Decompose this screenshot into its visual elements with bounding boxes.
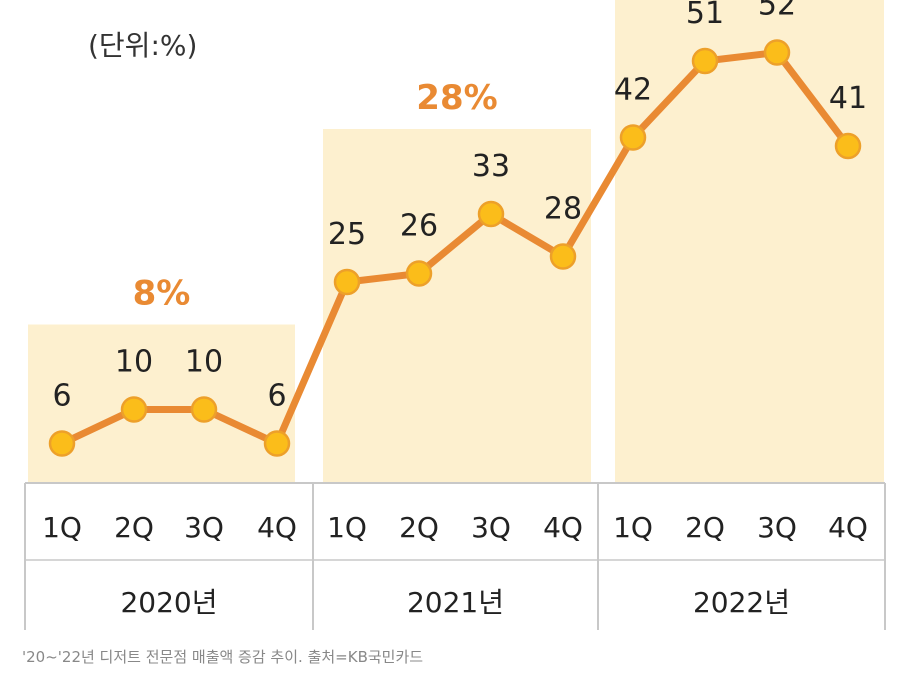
- group-panel-3: [615, 0, 884, 483]
- quarter-label: 1Q: [42, 511, 82, 544]
- data-label: 41: [829, 81, 867, 116]
- unit-label: (단위:%): [88, 29, 198, 62]
- caption: '20~'22년 디저트 전문점 매출액 증감 추이. 출처=KB국민카드: [22, 648, 424, 666]
- data-point: [477, 200, 505, 228]
- data-point: [405, 260, 433, 287]
- year-label: 2022년: [693, 586, 790, 619]
- year-label: 2020년: [120, 586, 217, 619]
- group-panel-1: [28, 324, 295, 483]
- year-label: 2021년: [407, 586, 504, 619]
- data-label: 52: [758, 0, 796, 23]
- data-point: [120, 396, 148, 423]
- data-point: [190, 396, 218, 423]
- group-panel-2: [323, 129, 591, 483]
- data-point: [763, 39, 791, 66]
- quarter-label: 3Q: [184, 511, 224, 544]
- quarter-label: 4Q: [828, 511, 868, 544]
- data-label: 28: [544, 192, 582, 227]
- data-point: [263, 430, 291, 457]
- data-label: 51: [686, 0, 724, 31]
- quarter-label: 4Q: [543, 511, 583, 544]
- group-panels: [28, 0, 884, 483]
- quarter-label: 4Q: [257, 511, 297, 544]
- quarter-label: 3Q: [757, 511, 797, 544]
- data-point: [691, 47, 719, 75]
- quarter-label: 2Q: [685, 511, 725, 544]
- data-label: 10: [115, 345, 153, 380]
- data-point: [333, 268, 361, 296]
- data-labels: 6 10 10 6 25 26 33 28 42 51 52 41: [52, 0, 867, 414]
- data-label: 26: [400, 209, 438, 244]
- data-label: 6: [52, 379, 71, 414]
- quarter-label: 3Q: [471, 511, 511, 544]
- category-axis: 1Q 2Q 3Q 4Q 1Q 2Q 3Q 4Q 1Q 2Q 3Q 4Q 2020년 2021년 2022년: [24, 482, 886, 630]
- group-highlight-label: 28%: [416, 78, 497, 118]
- quarter-label: 1Q: [613, 511, 653, 544]
- quarter-label: 2Q: [399, 511, 439, 544]
- data-label: 6: [267, 379, 286, 414]
- data-label: 25: [328, 217, 366, 252]
- data-point: [48, 430, 76, 457]
- group-highlights: 8%28%47%: [133, 78, 498, 314]
- quarter-label: 2Q: [114, 511, 154, 544]
- group-highlight-label: 8%: [133, 274, 191, 314]
- data-point: [619, 124, 647, 151]
- data-label: 33: [472, 149, 510, 184]
- quarter-label: 1Q: [327, 511, 367, 544]
- data-point: [549, 243, 577, 270]
- data-markers: [48, 39, 862, 457]
- data-label: 10: [185, 345, 223, 380]
- data-point: [834, 132, 862, 160]
- data-label: 42: [614, 73, 652, 108]
